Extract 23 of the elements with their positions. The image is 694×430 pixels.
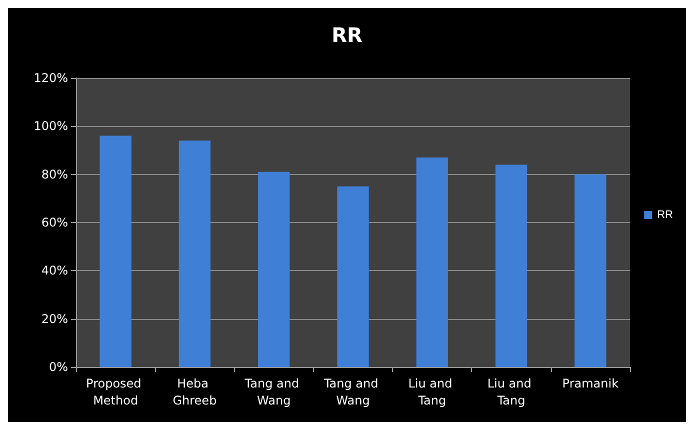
y-tick-label: 40%: [41, 264, 68, 278]
x-tick-label: Liu and Tang: [487, 376, 536, 408]
bar: [337, 186, 369, 367]
x-tick-label: Tang and Wang: [322, 376, 382, 408]
y-tick-label: 80%: [41, 167, 68, 182]
x-tick-label: Liu and Tang: [408, 376, 456, 408]
bar: [258, 172, 290, 367]
y-tick-label: 120%: [34, 71, 68, 85]
y-tick-label: 60%: [41, 216, 68, 230]
x-tick-label: Heba Ghreeb: [172, 376, 217, 408]
bar: [178, 140, 211, 367]
bar: [100, 136, 132, 367]
bar: [574, 174, 606, 367]
y-tick-label: 20%: [41, 312, 68, 326]
x-tick-label: Tang and Wang: [244, 376, 303, 408]
x-tick-label: Proposed Method: [86, 376, 146, 408]
bar: [416, 157, 448, 367]
y-tick-label: 100%: [34, 119, 68, 134]
y-tick-label: 0%: [48, 360, 68, 374]
x-tick-label: Pramanik: [562, 376, 619, 390]
legend-label: RR: [657, 209, 674, 221]
chart-title: RR: [332, 23, 362, 47]
bar: [495, 164, 528, 367]
